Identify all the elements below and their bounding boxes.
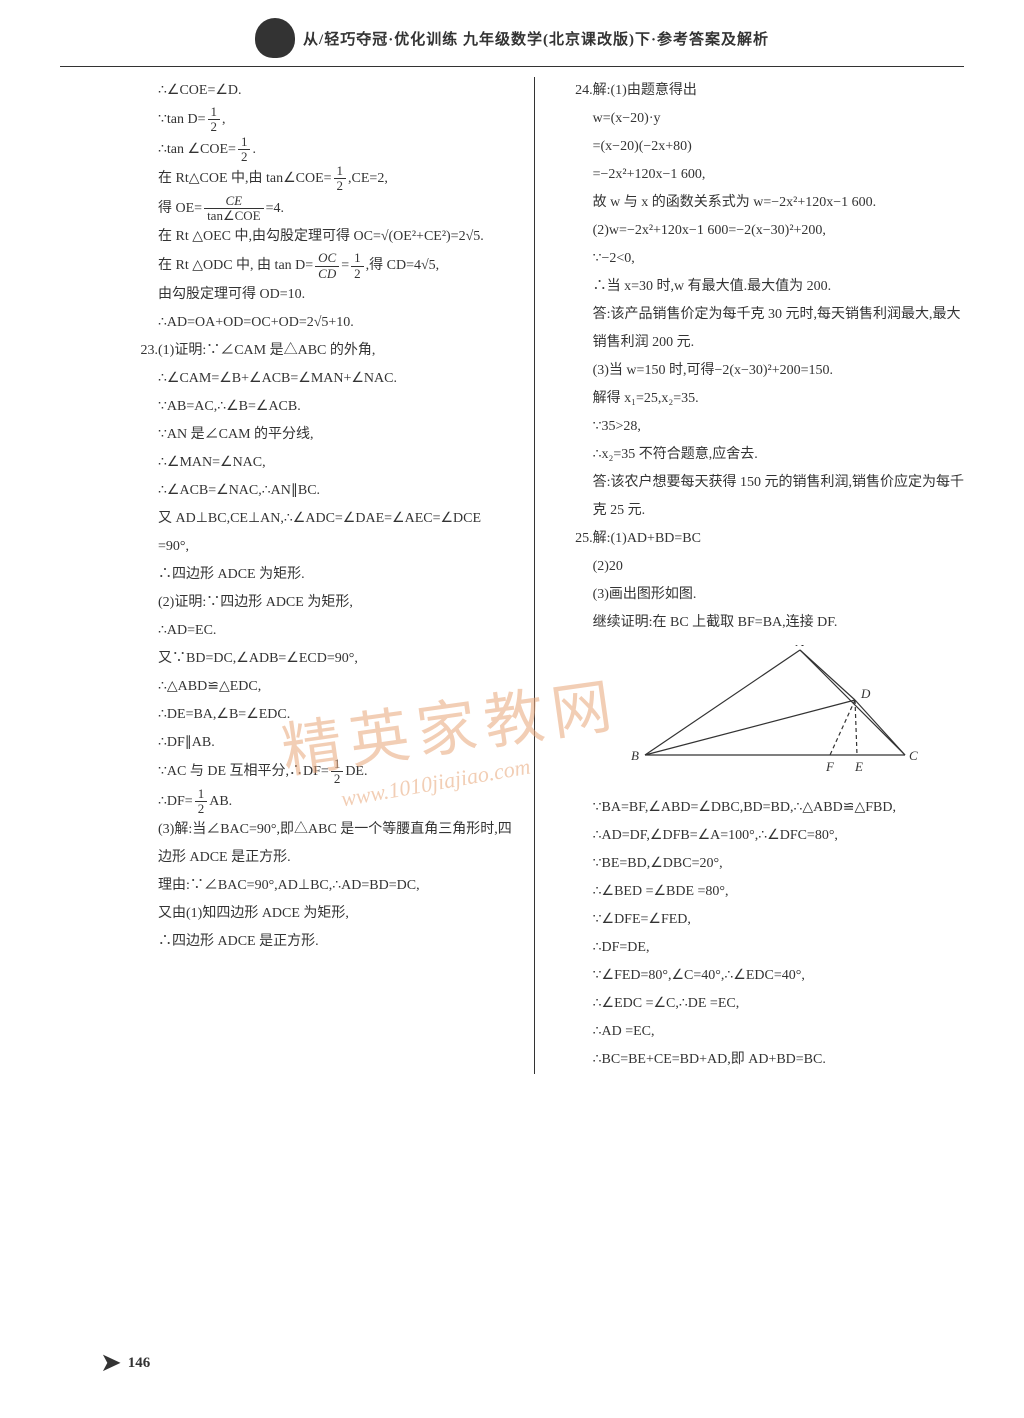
text-line: 由勾股定理可得 OD=10. [130,281,516,309]
svg-text:A: A [795,645,804,649]
page-header: 从/轻巧夺冠·优化训练 九年级数学(北京课改版)下·参考答案及解析 [60,0,964,67]
footer-bird-icon: ➤ [100,1348,122,1378]
text-line: ∴∠COE=∠D. [130,77,516,105]
text-line: ∴∠MAN=∠NAC, [130,449,516,477]
text-line: ∴四边形 ADCE 是正方形. [130,928,516,956]
text-line: ∴x₂=35 不符合题意,应舍去. [565,441,964,469]
text-line: 在 Rt △ODC 中, 由 tan D=OCCD=12,得 CD=4√5, [130,251,516,281]
text-line: ∵AN 是∠CAM 的平分线, [130,421,516,449]
text-line: ∴tan ∠COE=12. [130,135,516,165]
text-line: ∴当 x=30 时,w 有最大值.最大值为 200. [565,273,964,301]
text-line: 在 Rt△COE 中,由 tan∠COE=12,CE=2, [130,164,516,194]
header-title: 从/轻巧夺冠·优化训练 九年级数学(北京课改版)下·参考答案及解析 [303,28,769,49]
fraction: 12 [351,251,364,281]
text-line: ∵−2<0, [565,245,964,273]
text-line: (3)解:当∠BAC=90°,即△ABC 是一个等腰直角三角形时,四 [130,816,516,844]
text-line: ∵∠FED=80°,∠C=40°,∴∠EDC=40°, [565,962,964,990]
text-line: ∵BA=BF,∠ABD=∠DBC,BD=BD,∴△ABD≌△FBD, [565,794,964,822]
text-line: ∴∠ACB=∠NAC,∴AN∥BC. [130,477,516,505]
text-line: 又∵BD=DC,∠ADB=∠ECD=90°, [130,645,516,673]
text-line: ∴AD =EC, [565,1018,964,1046]
text-line: 在 Rt △OEC 中,由勾股定理可得 OC=√(OE²+CE²)=2√5. [130,223,516,251]
text-line: ∴DF∥AB. [130,729,516,757]
text-line: 23.(1)证明:∵∠CAM 是△ABC 的外角, [130,337,516,365]
text-line: 故 w 与 x 的函数关系式为 w=−2x²+120x−1 600. [565,189,964,217]
fraction: 12 [208,105,221,135]
text-line: (2)证明:∵四边形 ADCE 为矩形, [130,589,516,617]
text-line: ∴∠EDC =∠C,∴DE =EC, [565,990,964,1018]
text-line: ∴DE=BA,∠B=∠EDC. [130,701,516,729]
text-line: ∴四边形 ADCE 为矩形. [130,561,516,589]
text-line: ∴AD=EC. [130,617,516,645]
text-line: ∵tan D=12, [130,105,516,135]
svg-text:F: F [825,759,835,774]
text-line: 24.解:(1)由题意得出 [565,77,964,105]
text-line: 解得 x₁=25,x₂=35. [565,385,964,413]
content-columns: ∴∠COE=∠D. ∵tan D=12, ∴tan ∠COE=12. 在 Rt△… [0,67,1024,1074]
question-number: 23. [130,337,158,365]
svg-text:B: B [631,748,639,763]
text-line: ∴DF=DE, [565,934,964,962]
text-line: 又 AD⊥BC,CE⊥AN,∴∠ADC=∠DAE=∠AEC=∠DCE [130,505,516,533]
fraction: 12 [238,135,251,165]
text-line: ∴BC=BE+CE=BD+AD,即 AD+BD=BC. [565,1046,964,1074]
svg-text:D: D [860,686,871,701]
fraction: 12 [331,757,344,787]
fraction: CEtan∠COE [204,194,264,224]
text-line: w=(x−20)·y [565,105,964,133]
triangle-svg: A B C D F E [625,645,925,775]
text-line: ∵AB=AC,∴∠B=∠ACB. [130,393,516,421]
text-line: 答:该产品销售价定为每千克 30 元时,每天销售利润最大,最大 [565,301,964,329]
text-line: ∵∠DFE=∠FED, [565,906,964,934]
text-line: (2)w=−2x²+120x−1 600=−2(x−30)²+200, [565,217,964,245]
header-logo-icon [255,18,295,58]
right-column: 24.解:(1)由题意得出 w=(x−20)·y =(x−20)(−2x+80)… [555,77,964,1074]
fraction: 12 [195,787,208,817]
text-line: ∵35>28, [565,413,964,441]
text-line: ∵AC 与 DE 互相平分,∴DF=12DE. [130,757,516,787]
text-line: =(x−20)(−2x+80) [565,133,964,161]
text-line: ∴∠CAM=∠B+∠ACB=∠MAN+∠NAC. [130,365,516,393]
page-footer: ➤ 146 [100,1348,150,1378]
text-line: ∴∠BED =∠BDE =80°, [565,878,964,906]
fraction: 12 [334,164,347,194]
text-line: ∴DF=12AB. [130,787,516,817]
question-number: 24. [565,77,593,105]
text-line: ∵BE=BD,∠DBC=20°, [565,850,964,878]
text-line: ∴△ABD≌△EDC, [130,673,516,701]
text-line: 又由(1)知四边形 ADCE 为矩形, [130,900,516,928]
left-column: ∴∠COE=∠D. ∵tan D=12, ∴tan ∠COE=12. 在 Rt△… [130,77,535,1074]
text-line: ∴AD=OA+OD=OC+OD=2√5+10. [130,309,516,337]
svg-text:C: C [909,748,918,763]
svg-text:E: E [854,759,863,774]
text-line: (2)20 [565,553,964,581]
text-line: 克 25 元. [565,497,964,525]
text-line: 25.解:(1)AD+BD=BC [565,525,964,553]
text-line: 答:该农户想要每天获得 150 元的销售利润,销售价应定为每千 [565,469,964,497]
text-line: ∴AD=DF,∠DFB=∠A=100°,∴∠DFC=80°, [565,822,964,850]
text-line: 继续证明:在 BC 上截取 BF=BA,连接 DF. [565,609,964,637]
text-line: 边形 ADCE 是正方形. [130,844,516,872]
text-line: (3)画出图形如图. [565,581,964,609]
question-number: 25. [565,525,593,553]
text-line: (3)当 w=150 时,可得−2(x−30)²+200=150. [565,357,964,385]
page-number: 146 [128,1355,151,1372]
text-line: 理由:∵∠BAC=90°,AD⊥BC,∴AD=BD=DC, [130,872,516,900]
geometry-diagram: A B C D F E [565,637,964,794]
text-line: =−2x²+120x−1 600, [565,161,964,189]
text-line: 得 OE=CEtan∠COE=4. [130,194,516,224]
fraction: OCCD [315,251,339,281]
text-line: =90°, [130,533,516,561]
text-line: 销售利润 200 元. [565,329,964,357]
